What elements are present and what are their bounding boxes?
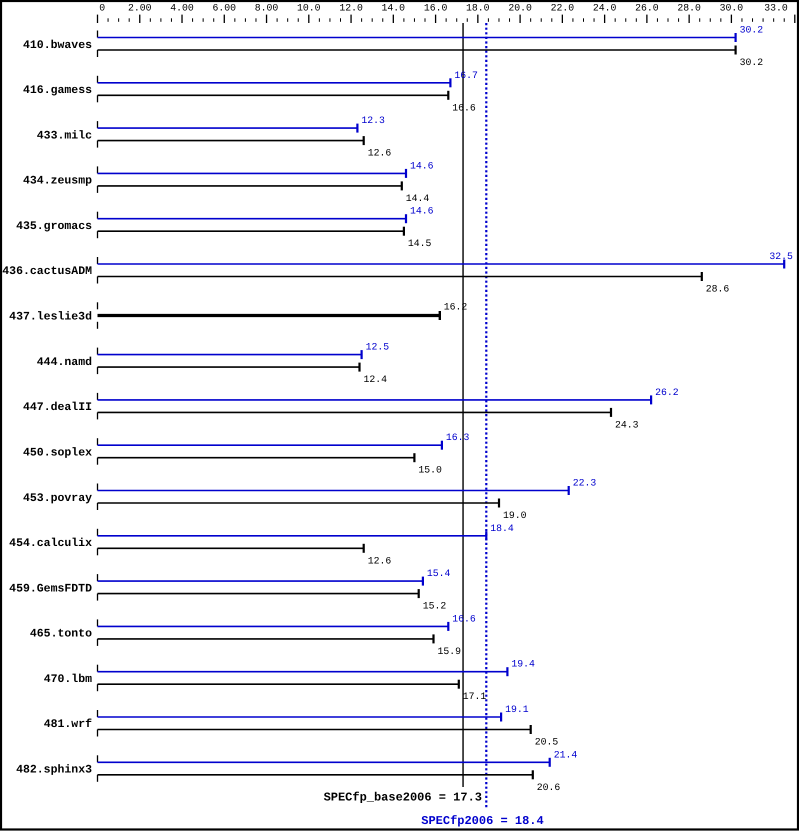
svg-text:20.5: 20.5 xyxy=(535,737,559,748)
svg-text:16.2: 16.2 xyxy=(444,302,468,313)
svg-text:12.6: 12.6 xyxy=(368,555,392,566)
svg-text:459.GemsFDTD: 459.GemsFDTD xyxy=(9,582,92,595)
svg-text:12.3: 12.3 xyxy=(361,115,385,126)
svg-text:450.soplex: 450.soplex xyxy=(23,446,92,459)
svg-text:30.2: 30.2 xyxy=(740,57,764,68)
svg-text:465.tonto: 465.tonto xyxy=(30,628,92,641)
svg-text:18.0: 18.0 xyxy=(466,3,490,14)
svg-text:12.6: 12.6 xyxy=(368,148,392,159)
svg-text:16.3: 16.3 xyxy=(446,432,470,443)
svg-text:447.dealII: 447.dealII xyxy=(23,401,92,414)
svg-text:24.0: 24.0 xyxy=(593,3,617,14)
svg-text:15.0: 15.0 xyxy=(418,465,442,476)
svg-text:12.0: 12.0 xyxy=(339,3,363,14)
svg-text:437.leslie3d: 437.leslie3d xyxy=(9,311,92,324)
svg-text:470.lbm: 470.lbm xyxy=(44,673,92,686)
svg-text:14.0: 14.0 xyxy=(382,3,406,14)
svg-text:416.gamess: 416.gamess xyxy=(23,84,92,97)
svg-text:32.5: 32.5 xyxy=(769,251,793,262)
svg-text:6.00: 6.00 xyxy=(213,3,237,14)
svg-text:33.0: 33.0 xyxy=(764,3,788,14)
svg-text:482.sphinx3: 482.sphinx3 xyxy=(16,764,92,777)
svg-text:19.0: 19.0 xyxy=(503,510,527,521)
svg-text:19.1: 19.1 xyxy=(505,704,529,715)
svg-text:15.2: 15.2 xyxy=(423,601,447,612)
svg-text:SPECfp2006 = 18.4: SPECfp2006 = 18.4 xyxy=(421,814,543,828)
svg-text:2.00: 2.00 xyxy=(128,3,152,14)
svg-text:24.3: 24.3 xyxy=(615,419,639,430)
svg-text:453.povray: 453.povray xyxy=(23,492,92,505)
svg-text:436.cactusADM: 436.cactusADM xyxy=(2,265,92,278)
svg-text:15.4: 15.4 xyxy=(427,568,451,579)
svg-text:SPECfp_base2006 = 17.3: SPECfp_base2006 = 17.3 xyxy=(324,791,482,805)
svg-text:10.0: 10.0 xyxy=(297,3,321,14)
svg-text:16.7: 16.7 xyxy=(454,70,478,81)
svg-text:30.2: 30.2 xyxy=(740,25,764,36)
svg-text:0: 0 xyxy=(99,3,105,14)
svg-text:19.4: 19.4 xyxy=(511,659,535,670)
svg-text:12.5: 12.5 xyxy=(366,342,390,353)
svg-text:481.wrf: 481.wrf xyxy=(44,718,92,731)
svg-text:8.00: 8.00 xyxy=(255,3,279,14)
svg-text:22.0: 22.0 xyxy=(551,3,575,14)
svg-text:17.1: 17.1 xyxy=(463,691,487,702)
svg-text:16.6: 16.6 xyxy=(452,102,476,113)
svg-text:434.zeusmp: 434.zeusmp xyxy=(23,175,92,188)
svg-text:26.0: 26.0 xyxy=(635,3,659,14)
svg-text:14.6: 14.6 xyxy=(410,160,434,171)
svg-text:433.milc: 433.milc xyxy=(37,129,92,142)
svg-text:14.6: 14.6 xyxy=(410,206,434,217)
svg-text:410.bwaves: 410.bwaves xyxy=(23,39,92,52)
svg-text:22.3: 22.3 xyxy=(573,478,597,489)
svg-text:14.5: 14.5 xyxy=(408,238,432,249)
svg-text:28.0: 28.0 xyxy=(677,3,701,14)
svg-text:28.6: 28.6 xyxy=(706,284,730,295)
svg-text:435.gromacs: 435.gromacs xyxy=(16,220,92,233)
svg-text:454.calculix: 454.calculix xyxy=(9,537,92,550)
svg-text:30.0: 30.0 xyxy=(720,3,744,14)
svg-text:444.namd: 444.namd xyxy=(37,356,92,369)
svg-text:21.4: 21.4 xyxy=(554,749,578,760)
svg-text:14.4: 14.4 xyxy=(406,193,430,204)
svg-text:20.6: 20.6 xyxy=(537,782,561,793)
svg-text:20.0: 20.0 xyxy=(508,3,532,14)
svg-text:16.0: 16.0 xyxy=(424,3,448,14)
svg-text:12.4: 12.4 xyxy=(364,374,388,385)
svg-text:26.2: 26.2 xyxy=(655,387,679,398)
svg-text:18.4: 18.4 xyxy=(490,523,514,534)
svg-text:15.9: 15.9 xyxy=(438,646,462,657)
svg-text:4.00: 4.00 xyxy=(170,3,194,14)
svg-text:16.6: 16.6 xyxy=(452,613,476,624)
